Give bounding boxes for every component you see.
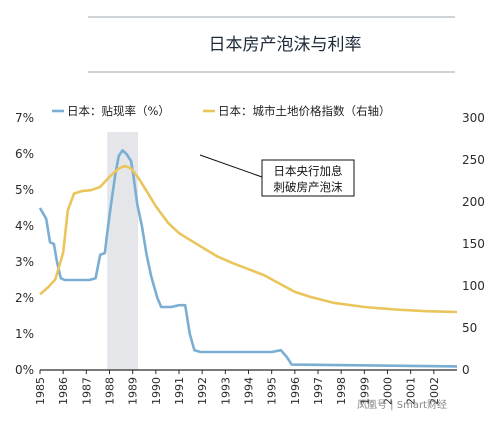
x-tick-label: 1987 — [80, 377, 93, 405]
x-tick-label: 1993 — [219, 377, 232, 405]
x-tick-label: 1999 — [358, 377, 371, 405]
y-right-tick-label: 100 — [462, 279, 485, 293]
series-line-land-price-index — [39, 164, 458, 314]
x-tick-label: 1988 — [104, 377, 117, 405]
x-tick-label: 1997 — [312, 377, 325, 405]
x-tick-label: 2001 — [405, 377, 418, 405]
y-left-tick-label: 7% — [15, 111, 34, 125]
annotation-leader — [199, 154, 263, 178]
annotation-box — [261, 159, 355, 197]
x-tick-label: 1985 — [34, 377, 47, 405]
annotation: 日本央行加息 刺破房产泡沫 — [199, 154, 355, 197]
watermark: 凤凰号 | Smart财经 — [357, 398, 447, 411]
x-tick-label: 1989 — [127, 377, 140, 405]
x-tick-label: 1986 — [57, 377, 70, 405]
y-right-tick-label: 0 — [462, 363, 470, 377]
legend: 日本：贴现率（%） 日本：城市土地价格指数（右轴） — [52, 104, 391, 118]
y-left-tick-label: 6% — [15, 147, 34, 161]
y-right-tick-label: 300 — [462, 111, 485, 125]
chart-title: 日本房产泡沫与利率 — [209, 35, 362, 55]
x-tick-label: 2002 — [428, 377, 441, 405]
y-left-tick-label: 0% — [15, 363, 34, 377]
x-tick-label: 1990 — [150, 377, 163, 405]
y-right-tick-label: 150 — [462, 237, 485, 251]
x-tick-label: 1992 — [196, 377, 209, 405]
y-left-tick-label: 2% — [15, 291, 34, 305]
x-tick-labels: 1985 1986 1987 1988 1989 1990 1991 1992 1993 1994… — [34, 370, 441, 405]
x-tick-label: 1996 — [289, 377, 302, 405]
y-left-tick-label: 3% — [15, 255, 34, 269]
y-right-tick-labels: 0 50 100 150 200 250 300 — [462, 111, 485, 377]
x-tick-label: 1994 — [243, 377, 256, 405]
y-right-tick-label: 50 — [462, 321, 477, 335]
annotation-line-1: 日本央行加息 — [274, 164, 343, 178]
x-tick-label: 1991 — [173, 377, 186, 405]
x-tick-label: 1998 — [335, 377, 348, 405]
y-right-tick-label: 200 — [462, 195, 485, 209]
y-left-tick-labels: 0% 1% 2% 3% 4% 5% 6% 7% — [15, 111, 34, 377]
x-tick-label: 1995 — [266, 377, 279, 405]
y-left-tick-label: 4% — [15, 219, 34, 233]
y-left-tick-label: 1% — [15, 327, 34, 341]
y-right-tick-label: 250 — [462, 153, 485, 167]
annotation-line-2: 刺破房产泡沫 — [274, 180, 343, 194]
legend-label-land-price-index: 日本：城市土地价格指数（右轴） — [218, 104, 391, 118]
legend-label-discount-rate: 日本：贴现率（%） — [67, 104, 170, 118]
y-left-tick-label: 5% — [15, 183, 34, 197]
x-tick-label: 2000 — [382, 377, 395, 405]
